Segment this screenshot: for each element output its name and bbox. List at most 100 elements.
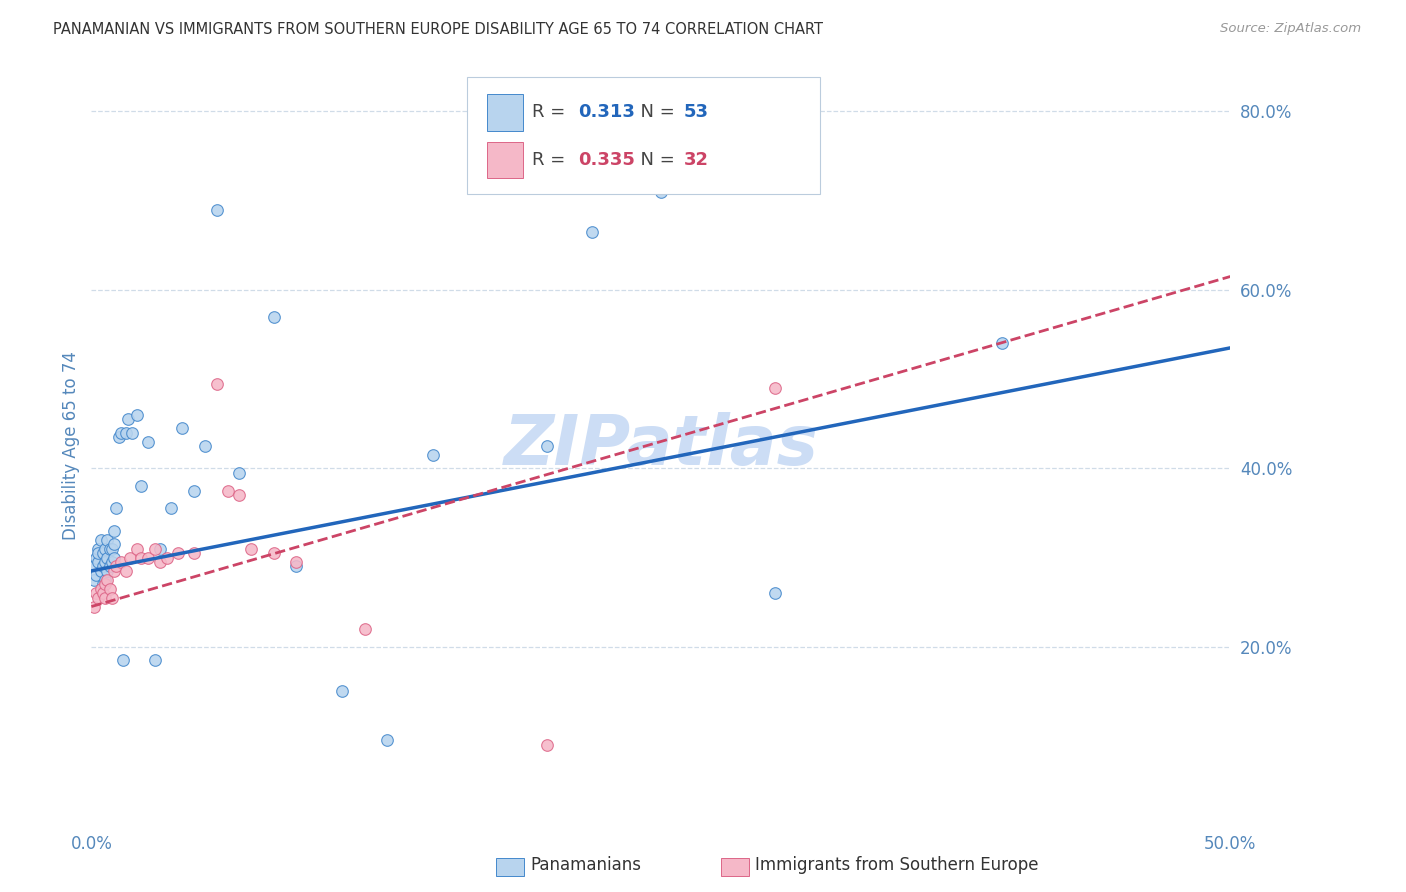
Point [101, 541, 124, 556]
Point [110, 555, 132, 569]
Point [103, 537, 125, 551]
Point [91, 577, 114, 591]
Text: PANAMANIAN VS IMMIGRANTS FROM SOUTHERN EUROPE DISABILITY AGE 65 TO 74 CORRELATIO: PANAMANIAN VS IMMIGRANTS FROM SOUTHERN E… [53, 22, 824, 37]
Point [103, 564, 125, 578]
Point [377, 733, 399, 747]
Point [103, 550, 125, 565]
Point [94, 591, 117, 605]
Point [87, 541, 110, 556]
Point [101, 591, 124, 605]
Point [83, 559, 105, 574]
Point [83, 573, 105, 587]
Point [285, 559, 308, 574]
Point [125, 541, 148, 556]
Point [94, 573, 117, 587]
Point [143, 653, 166, 667]
Point [94, 541, 117, 556]
Point [98, 541, 121, 556]
Point [87, 555, 110, 569]
Point [91, 559, 114, 574]
Point [107, 430, 129, 444]
Point [581, 225, 603, 239]
Point [228, 466, 250, 480]
Point [194, 439, 217, 453]
Point [87, 591, 110, 605]
Point [121, 425, 143, 440]
Point [138, 434, 160, 449]
Point [105, 559, 128, 574]
Text: R =: R = [531, 151, 571, 169]
Text: 53: 53 [683, 103, 709, 121]
Point [536, 738, 558, 752]
Point [536, 439, 558, 453]
Point [114, 425, 136, 440]
Point [89, 564, 111, 578]
Point [96, 564, 118, 578]
Point [98, 582, 121, 596]
Point [91, 586, 114, 600]
Y-axis label: Disability Age 65 to 74: Disability Age 65 to 74 [62, 351, 80, 541]
Point [125, 408, 148, 422]
Point [96, 550, 118, 565]
Point [149, 541, 172, 556]
Point [91, 546, 114, 560]
Point [205, 376, 228, 391]
Point [650, 185, 672, 199]
Point [183, 546, 205, 560]
Point [263, 310, 285, 324]
Point [84, 568, 107, 582]
Point [763, 586, 786, 600]
Point [205, 202, 228, 217]
Text: 32: 32 [683, 151, 709, 169]
Point [117, 412, 139, 426]
Point [285, 555, 308, 569]
FancyBboxPatch shape [486, 142, 523, 178]
Point [138, 550, 160, 565]
Point [96, 533, 118, 547]
Text: N =: N = [628, 103, 681, 121]
Point [89, 582, 111, 596]
FancyBboxPatch shape [486, 95, 523, 130]
Point [110, 425, 132, 440]
Point [89, 533, 111, 547]
Point [763, 381, 786, 395]
Point [330, 684, 353, 698]
Text: R =: R = [531, 103, 571, 121]
Point [131, 479, 153, 493]
Text: 0.313: 0.313 [578, 103, 634, 121]
Point [263, 546, 285, 560]
Point [422, 448, 444, 462]
Point [83, 599, 105, 614]
Point [167, 546, 190, 560]
Point [94, 577, 117, 591]
FancyBboxPatch shape [467, 77, 820, 194]
Point [143, 541, 166, 556]
Point [103, 524, 125, 538]
Point [228, 488, 250, 502]
Point [101, 555, 124, 569]
Point [991, 336, 1014, 351]
Point [114, 564, 136, 578]
Point [84, 550, 107, 565]
Point [87, 546, 110, 560]
Text: Panamanians: Panamanians [530, 856, 641, 874]
Point [353, 622, 375, 636]
Point [172, 421, 194, 435]
Point [160, 501, 183, 516]
Point [183, 483, 205, 498]
Text: Immigrants from Southern Europe: Immigrants from Southern Europe [755, 856, 1039, 874]
Text: 0.335: 0.335 [578, 151, 634, 169]
Point [94, 555, 117, 569]
Point [98, 559, 121, 574]
Point [84, 586, 107, 600]
Text: Source: ZipAtlas.com: Source: ZipAtlas.com [1220, 22, 1361, 36]
Point [96, 573, 118, 587]
Point [131, 550, 153, 565]
Point [112, 653, 135, 667]
Text: ZIPatlas: ZIPatlas [503, 412, 818, 480]
Text: N =: N = [628, 151, 681, 169]
Point [149, 555, 172, 569]
Point [239, 541, 262, 556]
Point [217, 483, 239, 498]
Point [105, 501, 128, 516]
